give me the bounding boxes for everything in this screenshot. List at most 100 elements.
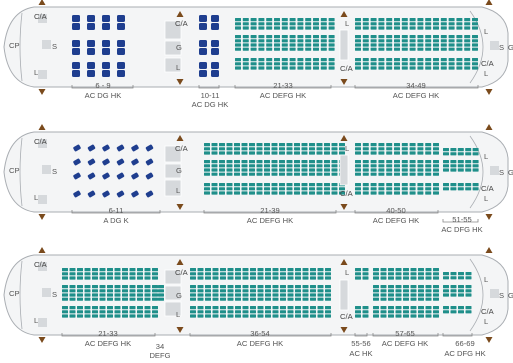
seat[interactable]	[465, 148, 472, 152]
seat[interactable]	[409, 66, 416, 70]
seat[interactable]	[378, 164, 385, 168]
seat[interactable]	[317, 314, 324, 318]
seat[interactable]	[107, 306, 113, 310]
seat[interactable]	[401, 62, 408, 66]
seat[interactable]	[443, 168, 449, 172]
seat[interactable]	[281, 43, 288, 47]
seat[interactable]	[410, 285, 417, 289]
seat[interactable]	[324, 164, 330, 168]
business-seat[interactable]	[87, 23, 95, 30]
seat[interactable]	[281, 66, 288, 70]
seat[interactable]	[433, 164, 439, 168]
flatbed-seat[interactable]	[131, 190, 140, 198]
seat[interactable]	[465, 183, 472, 187]
seat[interactable]	[289, 26, 296, 30]
seat[interactable]	[425, 164, 432, 168]
seat[interactable]	[265, 289, 271, 293]
seat[interactable]	[403, 310, 409, 314]
seat[interactable]	[316, 191, 323, 195]
business-seat[interactable]	[199, 40, 207, 47]
seat[interactable]	[122, 314, 128, 318]
seat[interactable]	[433, 35, 439, 39]
business-seat[interactable]	[72, 70, 80, 77]
seat[interactable]	[265, 314, 271, 318]
seat[interactable]	[137, 310, 143, 314]
flatbed-seat[interactable]	[87, 144, 96, 152]
seat[interactable]	[258, 39, 265, 43]
seat[interactable]	[271, 143, 278, 147]
seat[interactable]	[401, 191, 408, 195]
seat[interactable]	[212, 306, 219, 310]
seat[interactable]	[92, 272, 98, 276]
seat[interactable]	[443, 293, 449, 297]
business-seat[interactable]	[117, 40, 125, 47]
seat[interactable]	[394, 66, 400, 70]
seat[interactable]	[409, 164, 416, 168]
seat[interactable]	[219, 160, 225, 164]
seat[interactable]	[401, 187, 408, 191]
seat[interactable]	[92, 297, 98, 301]
seat[interactable]	[286, 143, 293, 147]
seat[interactable]	[310, 293, 316, 297]
seat[interactable]	[84, 285, 91, 289]
seat[interactable]	[281, 18, 288, 22]
business-seat[interactable]	[199, 15, 207, 22]
business-seat[interactable]	[117, 62, 125, 69]
seat[interactable]	[197, 306, 204, 310]
seat[interactable]	[425, 297, 432, 301]
seat[interactable]	[328, 47, 335, 51]
seat[interactable]	[320, 18, 327, 22]
seat[interactable]	[373, 297, 379, 301]
seat[interactable]	[204, 160, 210, 164]
seat[interactable]	[286, 164, 293, 168]
seat[interactable]	[328, 43, 335, 47]
seat[interactable]	[418, 297, 424, 301]
seat[interactable]	[272, 285, 279, 289]
seat[interactable]	[362, 168, 369, 172]
seat[interactable]	[250, 276, 256, 280]
seat[interactable]	[235, 272, 241, 276]
seat[interactable]	[309, 187, 315, 191]
seat[interactable]	[220, 289, 226, 293]
business-seat[interactable]	[199, 48, 207, 55]
seat[interactable]	[242, 58, 249, 62]
seat[interactable]	[205, 285, 211, 289]
seat[interactable]	[425, 191, 432, 195]
seat[interactable]	[355, 39, 361, 43]
seat[interactable]	[302, 289, 309, 293]
seat[interactable]	[394, 18, 400, 22]
seat[interactable]	[440, 47, 447, 51]
seat[interactable]	[394, 168, 400, 172]
seat[interactable]	[465, 289, 472, 293]
seat[interactable]	[378, 168, 385, 172]
seat[interactable]	[448, 66, 455, 70]
seat[interactable]	[450, 160, 457, 164]
seat[interactable]	[294, 143, 300, 147]
seat[interactable]	[234, 187, 240, 191]
seat[interactable]	[250, 285, 256, 289]
seat[interactable]	[205, 314, 211, 318]
seat[interactable]	[380, 314, 387, 318]
seat[interactable]	[380, 297, 387, 301]
seat[interactable]	[386, 35, 393, 39]
seat[interactable]	[144, 297, 151, 301]
seat[interactable]	[457, 187, 464, 191]
seat[interactable]	[264, 187, 270, 191]
seat[interactable]	[394, 160, 400, 164]
seat[interactable]	[258, 18, 265, 22]
seat[interactable]	[362, 276, 369, 280]
seat[interactable]	[250, 47, 257, 51]
seat[interactable]	[197, 272, 204, 276]
flatbed-seat[interactable]	[73, 158, 82, 166]
business-seat[interactable]	[211, 48, 219, 55]
seat[interactable]	[235, 43, 241, 47]
seat[interactable]	[152, 289, 158, 293]
seat[interactable]	[433, 168, 439, 172]
seat[interactable]	[99, 289, 106, 293]
seat[interactable]	[92, 293, 98, 297]
seat[interactable]	[107, 268, 113, 272]
seat[interactable]	[250, 268, 256, 272]
business-seat[interactable]	[102, 70, 110, 77]
seat[interactable]	[395, 314, 402, 318]
seat[interactable]	[410, 310, 417, 314]
